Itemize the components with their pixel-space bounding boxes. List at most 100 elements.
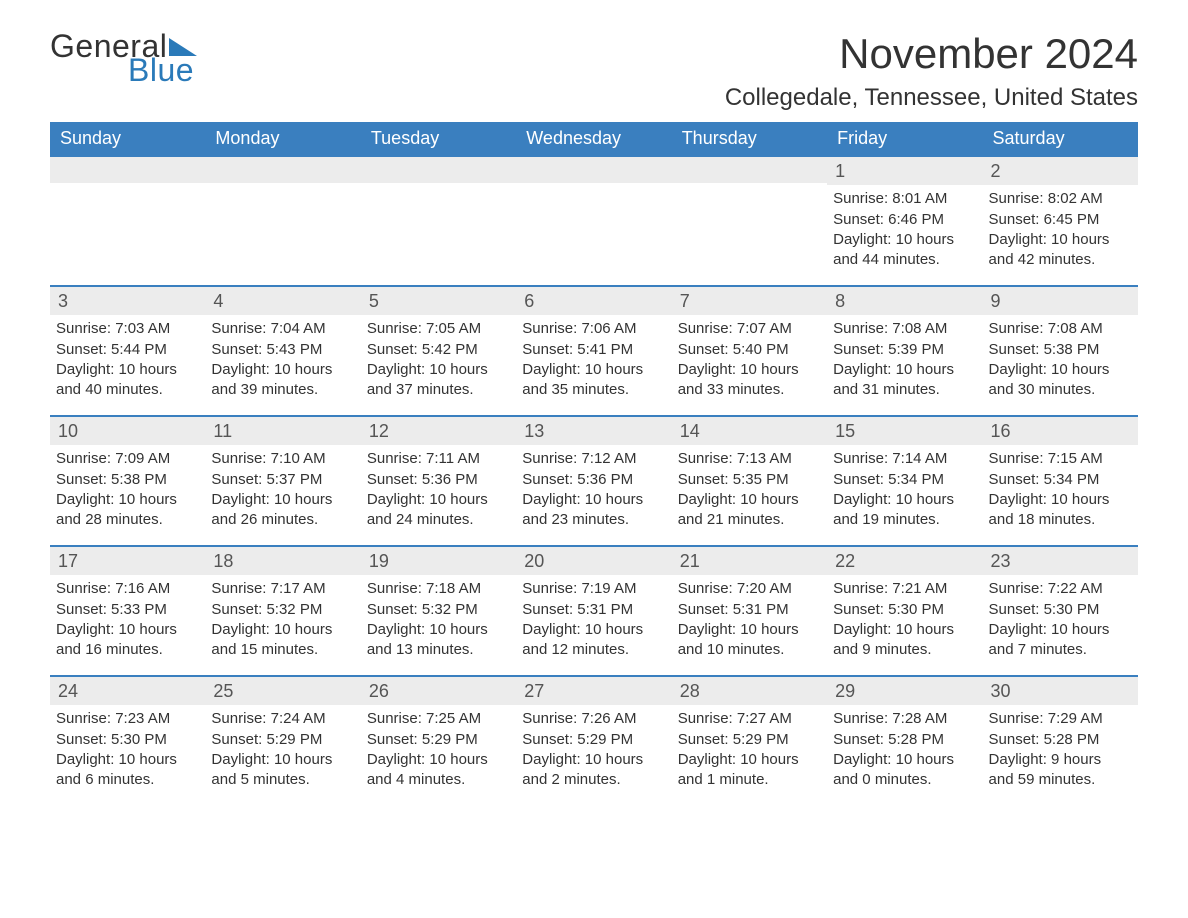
sunrise-text: Sunrise: 8:01 AM	[833, 189, 976, 209]
sunset-text: Sunset: 5:30 PM	[56, 730, 199, 750]
day2-text: and 33 minutes.	[678, 380, 821, 400]
day1-text: Daylight: 10 hours	[367, 620, 510, 640]
day-number: 30	[983, 677, 1138, 705]
day-number: 8	[827, 287, 982, 315]
day2-text: and 37 minutes.	[367, 380, 510, 400]
day-cell: 17Sunrise: 7:16 AMSunset: 5:33 PMDayligh…	[50, 547, 205, 675]
sunrise-text: Sunrise: 7:12 AM	[522, 449, 665, 469]
sunrise-text: Sunrise: 7:15 AM	[989, 449, 1132, 469]
sunrise-text: Sunrise: 7:24 AM	[211, 709, 354, 729]
sunrise-text: Sunrise: 7:11 AM	[367, 449, 510, 469]
sunset-text: Sunset: 5:42 PM	[367, 340, 510, 360]
day2-text: and 31 minutes.	[833, 380, 976, 400]
day1-text: Daylight: 10 hours	[833, 360, 976, 380]
weekday-header: Monday	[205, 122, 360, 155]
weeks-container: 1Sunrise: 8:01 AMSunset: 6:46 PMDaylight…	[50, 155, 1138, 805]
day-number	[361, 157, 516, 183]
day1-text: Daylight: 10 hours	[989, 490, 1132, 510]
day-number: 22	[827, 547, 982, 575]
day-number: 9	[983, 287, 1138, 315]
day1-text: Daylight: 10 hours	[678, 490, 821, 510]
sunrise-text: Sunrise: 7:26 AM	[522, 709, 665, 729]
day-cell	[50, 157, 205, 285]
day-number: 14	[672, 417, 827, 445]
day1-text: Daylight: 10 hours	[211, 750, 354, 770]
day-cell: 9Sunrise: 7:08 AMSunset: 5:38 PMDaylight…	[983, 287, 1138, 415]
sunset-text: Sunset: 5:31 PM	[678, 600, 821, 620]
day2-text: and 23 minutes.	[522, 510, 665, 530]
weekday-header: Saturday	[983, 122, 1138, 155]
day1-text: Daylight: 10 hours	[56, 750, 199, 770]
day-cell	[205, 157, 360, 285]
location-subtitle: Collegedale, Tennessee, United States	[725, 84, 1138, 112]
day-number	[672, 157, 827, 183]
day1-text: Daylight: 10 hours	[989, 360, 1132, 380]
day1-text: Daylight: 10 hours	[833, 230, 976, 250]
day-number: 1	[827, 157, 982, 185]
sunrise-text: Sunrise: 7:22 AM	[989, 579, 1132, 599]
sunset-text: Sunset: 5:34 PM	[833, 470, 976, 490]
day-number: 18	[205, 547, 360, 575]
day-number: 23	[983, 547, 1138, 575]
weekday-header: Tuesday	[361, 122, 516, 155]
sunrise-text: Sunrise: 7:13 AM	[678, 449, 821, 469]
week-row: 3Sunrise: 7:03 AMSunset: 5:44 PMDaylight…	[50, 285, 1138, 415]
sunrise-text: Sunrise: 8:02 AM	[989, 189, 1132, 209]
day-number: 16	[983, 417, 1138, 445]
day2-text: and 2 minutes.	[522, 770, 665, 790]
day1-text: Daylight: 10 hours	[678, 620, 821, 640]
sunset-text: Sunset: 5:36 PM	[367, 470, 510, 490]
title-block: November 2024 Collegedale, Tennessee, Un…	[725, 30, 1138, 112]
day1-text: Daylight: 10 hours	[56, 360, 199, 380]
month-title: November 2024	[725, 30, 1138, 78]
day1-text: Daylight: 10 hours	[833, 490, 976, 510]
sunrise-text: Sunrise: 7:08 AM	[989, 319, 1132, 339]
day-number: 5	[361, 287, 516, 315]
sunset-text: Sunset: 5:40 PM	[678, 340, 821, 360]
day2-text: and 28 minutes.	[56, 510, 199, 530]
day-cell: 1Sunrise: 8:01 AMSunset: 6:46 PMDaylight…	[827, 157, 982, 285]
day1-text: Daylight: 10 hours	[678, 750, 821, 770]
sunset-text: Sunset: 5:29 PM	[678, 730, 821, 750]
day-cell: 2Sunrise: 8:02 AMSunset: 6:45 PMDaylight…	[983, 157, 1138, 285]
day-number: 13	[516, 417, 671, 445]
day-cell: 30Sunrise: 7:29 AMSunset: 5:28 PMDayligh…	[983, 677, 1138, 805]
day-number: 24	[50, 677, 205, 705]
sunrise-text: Sunrise: 7:16 AM	[56, 579, 199, 599]
day-cell: 10Sunrise: 7:09 AMSunset: 5:38 PMDayligh…	[50, 417, 205, 545]
day-cell	[361, 157, 516, 285]
sunrise-text: Sunrise: 7:18 AM	[367, 579, 510, 599]
day-cell: 21Sunrise: 7:20 AMSunset: 5:31 PMDayligh…	[672, 547, 827, 675]
day-cell: 26Sunrise: 7:25 AMSunset: 5:29 PMDayligh…	[361, 677, 516, 805]
sunset-text: Sunset: 5:29 PM	[522, 730, 665, 750]
day2-text: and 44 minutes.	[833, 250, 976, 270]
day-cell: 29Sunrise: 7:28 AMSunset: 5:28 PMDayligh…	[827, 677, 982, 805]
day2-text: and 35 minutes.	[522, 380, 665, 400]
day1-text: Daylight: 10 hours	[833, 620, 976, 640]
day-cell: 16Sunrise: 7:15 AMSunset: 5:34 PMDayligh…	[983, 417, 1138, 545]
day-number: 11	[205, 417, 360, 445]
sunrise-text: Sunrise: 7:03 AM	[56, 319, 199, 339]
sunrise-text: Sunrise: 7:04 AM	[211, 319, 354, 339]
day1-text: Daylight: 10 hours	[522, 750, 665, 770]
weekday-header: Wednesday	[516, 122, 671, 155]
day1-text: Daylight: 10 hours	[367, 360, 510, 380]
day2-text: and 12 minutes.	[522, 640, 665, 660]
day-number: 17	[50, 547, 205, 575]
day-number	[50, 157, 205, 183]
day-number: 4	[205, 287, 360, 315]
day1-text: Daylight: 10 hours	[56, 620, 199, 640]
day-number: 28	[672, 677, 827, 705]
sunset-text: Sunset: 5:29 PM	[367, 730, 510, 750]
day2-text: and 15 minutes.	[211, 640, 354, 660]
day-number: 20	[516, 547, 671, 575]
sunset-text: Sunset: 5:44 PM	[56, 340, 199, 360]
day2-text: and 13 minutes.	[367, 640, 510, 660]
day2-text: and 18 minutes.	[989, 510, 1132, 530]
day-cell: 6Sunrise: 7:06 AMSunset: 5:41 PMDaylight…	[516, 287, 671, 415]
logo: General Blue	[50, 30, 197, 86]
sunrise-text: Sunrise: 7:07 AM	[678, 319, 821, 339]
calendar-page: General Blue November 2024 Collegedale, …	[0, 0, 1188, 845]
day-number: 26	[361, 677, 516, 705]
logo-word2: Blue	[128, 54, 194, 86]
